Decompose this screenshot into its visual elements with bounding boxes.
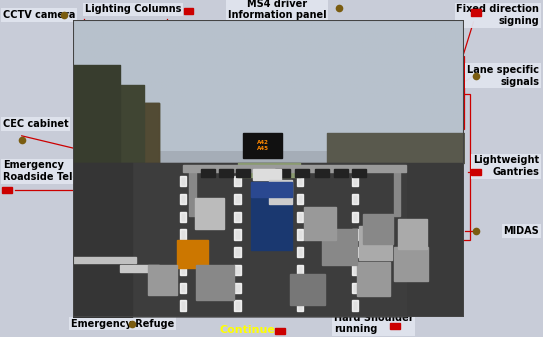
Bar — [367, 94, 470, 240]
Bar — [275, 328, 285, 334]
Polygon shape — [363, 214, 393, 244]
Polygon shape — [269, 180, 292, 204]
Polygon shape — [352, 301, 358, 311]
Bar — [2, 187, 12, 193]
Polygon shape — [297, 176, 303, 186]
Polygon shape — [219, 168, 233, 177]
Polygon shape — [235, 301, 241, 311]
Polygon shape — [352, 229, 358, 240]
Polygon shape — [291, 274, 325, 305]
Polygon shape — [73, 257, 136, 264]
Polygon shape — [275, 168, 289, 177]
Text: Lightweight
Gantries: Lightweight Gantries — [473, 155, 539, 177]
Bar — [231, 108, 281, 146]
Polygon shape — [352, 283, 358, 293]
Text: Lane specific
signals: Lane specific signals — [467, 65, 539, 87]
Polygon shape — [183, 165, 406, 172]
Polygon shape — [297, 283, 303, 293]
Polygon shape — [297, 212, 303, 222]
Polygon shape — [352, 194, 358, 204]
Text: Emergency Refuge: Emergency Refuge — [71, 318, 174, 329]
Polygon shape — [180, 212, 186, 222]
Polygon shape — [394, 247, 428, 281]
Bar — [400, 56, 464, 129]
Text: A42
A45: A42 A45 — [257, 140, 269, 151]
Text: CCTV camera: CCTV camera — [3, 10, 75, 20]
Polygon shape — [357, 262, 390, 296]
Polygon shape — [253, 168, 281, 180]
Polygon shape — [235, 212, 241, 222]
Polygon shape — [359, 226, 392, 261]
Polygon shape — [235, 247, 241, 257]
Polygon shape — [352, 168, 366, 177]
Polygon shape — [352, 247, 358, 257]
Text: Fixed direction
signing: Fixed direction signing — [456, 4, 539, 26]
Polygon shape — [321, 229, 357, 265]
Polygon shape — [235, 265, 241, 275]
Text: MIDAS: MIDAS — [503, 226, 539, 236]
Polygon shape — [334, 168, 348, 177]
Polygon shape — [180, 265, 186, 275]
Polygon shape — [194, 198, 224, 229]
Polygon shape — [398, 219, 427, 249]
Bar — [80, 187, 142, 293]
Polygon shape — [236, 168, 250, 177]
Polygon shape — [73, 162, 464, 317]
Polygon shape — [297, 301, 303, 311]
Polygon shape — [297, 229, 303, 240]
Bar — [471, 9, 481, 16]
Polygon shape — [251, 182, 292, 250]
Polygon shape — [180, 283, 186, 293]
Polygon shape — [190, 167, 195, 216]
Text: Hard Shoulder
running: Hard Shoulder running — [334, 313, 414, 334]
Polygon shape — [235, 176, 241, 186]
Polygon shape — [304, 207, 336, 240]
Bar — [205, 212, 317, 314]
Bar — [390, 323, 400, 329]
Text: Emergency
Roadside Telephone: Emergency Roadside Telephone — [3, 160, 113, 182]
Polygon shape — [394, 167, 400, 216]
Bar — [79, 47, 125, 95]
Polygon shape — [148, 265, 177, 295]
Polygon shape — [235, 194, 241, 204]
Polygon shape — [297, 194, 303, 204]
Polygon shape — [235, 229, 241, 240]
Polygon shape — [235, 283, 241, 293]
Text: MS4 driver
Information panel: MS4 driver Information panel — [228, 0, 326, 20]
Polygon shape — [352, 212, 358, 222]
Polygon shape — [201, 168, 215, 177]
Polygon shape — [243, 133, 282, 158]
Polygon shape — [180, 229, 186, 240]
Bar — [150, 90, 171, 110]
Polygon shape — [180, 194, 186, 204]
Polygon shape — [120, 265, 159, 272]
Polygon shape — [297, 265, 303, 275]
Polygon shape — [251, 182, 292, 197]
Polygon shape — [180, 301, 186, 311]
Polygon shape — [197, 265, 233, 301]
Polygon shape — [352, 265, 358, 275]
Polygon shape — [180, 247, 186, 257]
Text: Lighting Columns: Lighting Columns — [85, 4, 181, 14]
Polygon shape — [177, 240, 208, 268]
Text: Continue: Continue — [219, 325, 275, 335]
Polygon shape — [314, 168, 329, 177]
Polygon shape — [352, 176, 358, 186]
Bar — [471, 169, 481, 175]
Bar — [184, 8, 193, 14]
Polygon shape — [297, 247, 303, 257]
Text: CEC cabinet: CEC cabinet — [3, 119, 68, 129]
Bar — [154, 66, 180, 87]
Polygon shape — [295, 168, 309, 177]
Polygon shape — [180, 176, 186, 186]
